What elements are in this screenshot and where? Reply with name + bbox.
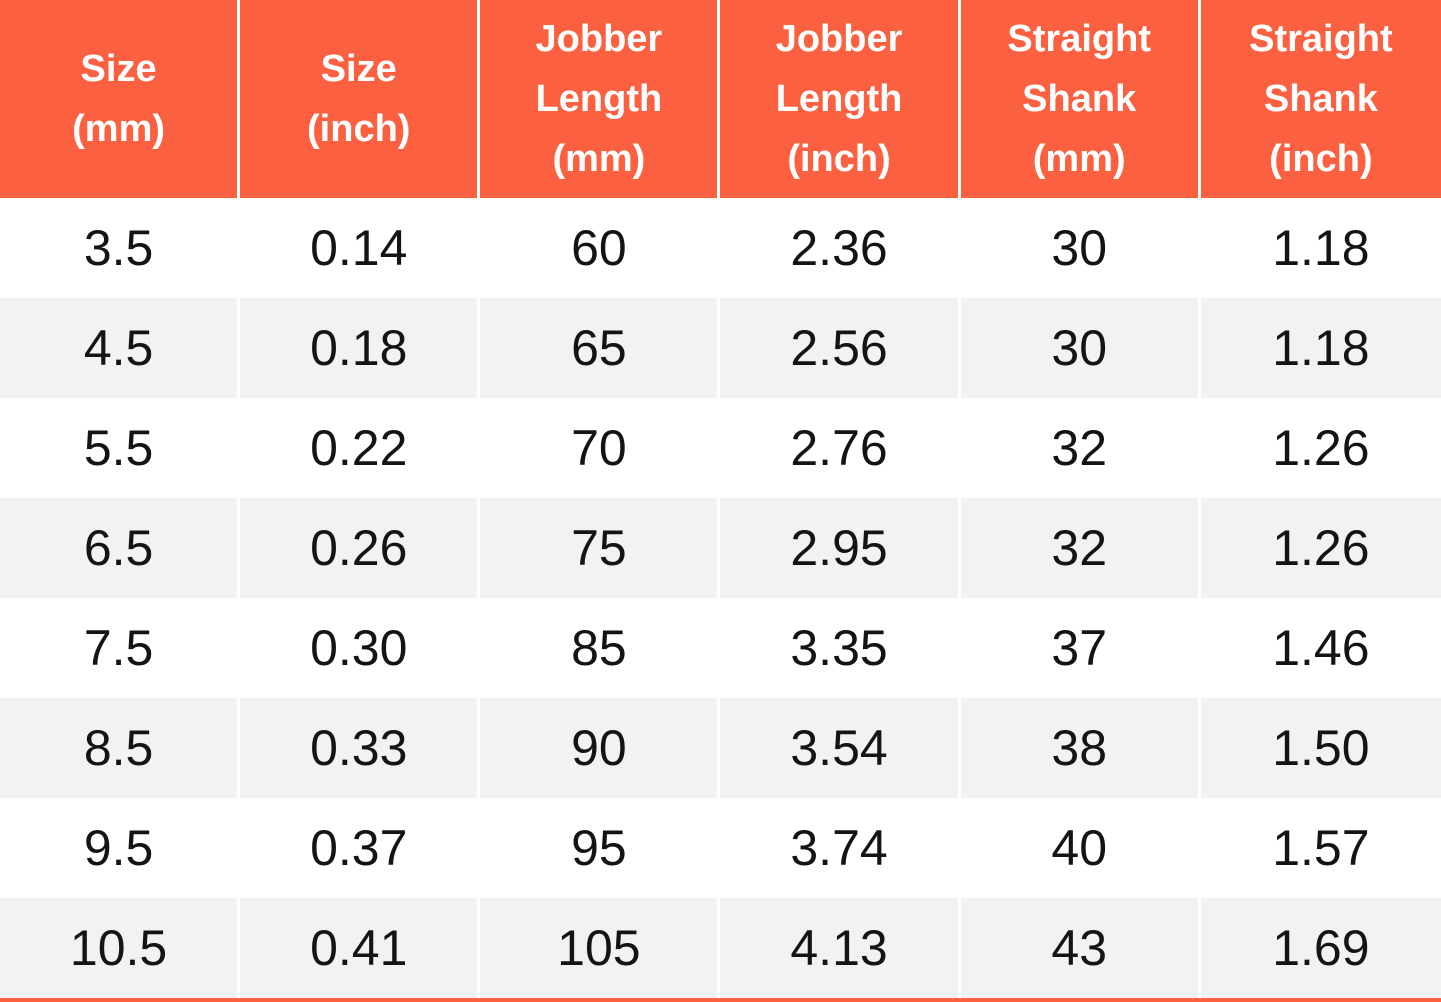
- table-row: 10.5 0.41 105 4.13 43 1.69: [0, 898, 1441, 998]
- table-cell: 3.74: [720, 798, 961, 898]
- table-cell: 60: [480, 198, 721, 298]
- column-header-jobber-length-mm: Jobber Length (mm): [480, 0, 721, 198]
- table-cell: 75: [480, 498, 721, 598]
- table-cell: 2.36: [720, 198, 961, 298]
- table-cell: 65: [480, 298, 721, 398]
- table-cell: 7.5: [0, 598, 241, 698]
- table-header-row: Size (mm) Size (inch) Jobber Length (mm)…: [0, 0, 1441, 198]
- table-row: 5.5 0.22 70 2.76 32 1.26: [0, 398, 1441, 498]
- table-cell: 1.18: [1200, 198, 1441, 298]
- table-cell: 5.5: [0, 398, 241, 498]
- table-cell: 32: [960, 498, 1201, 598]
- table-cell: 4.13: [720, 898, 961, 998]
- table-cell: 85: [480, 598, 721, 698]
- column-header-size-mm: Size (mm): [0, 0, 241, 198]
- table-cell: 0.33: [240, 698, 481, 798]
- table-cell: 105: [480, 898, 721, 998]
- table-cell: 0.22: [240, 398, 481, 498]
- column-header-straight-shank-mm: Straight Shank (mm): [960, 0, 1201, 198]
- column-header-jobber-length-inch: Jobber Length (inch): [720, 0, 961, 198]
- table-cell: 0.18: [240, 298, 481, 398]
- table-cell: 8.5: [0, 698, 241, 798]
- table-cell: 1.46: [1200, 598, 1441, 698]
- table-cell: 1.69: [1200, 898, 1441, 998]
- table-row: 6.5 0.26 75 2.95 32 1.26: [0, 498, 1441, 598]
- column-header-size-inch: Size (inch): [240, 0, 481, 198]
- table-cell: 37: [960, 598, 1201, 698]
- table-cell: 1.26: [1200, 498, 1441, 598]
- table-bottom-border: [0, 998, 1441, 1002]
- table-cell: 1.18: [1200, 298, 1441, 398]
- table-cell: 1.57: [1200, 798, 1441, 898]
- table-cell: 38: [960, 698, 1201, 798]
- table-cell: 0.41: [240, 898, 481, 998]
- table-cell: 1.26: [1200, 398, 1441, 498]
- table-row: 9.5 0.37 95 3.74 40 1.57: [0, 798, 1441, 898]
- table-cell: 0.37: [240, 798, 481, 898]
- table-cell: 9.5: [0, 798, 241, 898]
- table-cell: 0.26: [240, 498, 481, 598]
- table-cell: 3.35: [720, 598, 961, 698]
- table-cell: 0.14: [240, 198, 481, 298]
- table-cell: 6.5: [0, 498, 241, 598]
- table-cell: 2.76: [720, 398, 961, 498]
- table-cell: 40: [960, 798, 1201, 898]
- table-cell: 30: [960, 198, 1201, 298]
- table-cell: 2.95: [720, 498, 961, 598]
- table-cell: 32: [960, 398, 1201, 498]
- table-cell: 1.50: [1200, 698, 1441, 798]
- table-cell: 95: [480, 798, 721, 898]
- table-cell: 10.5: [0, 898, 241, 998]
- table-cell: 3.54: [720, 698, 961, 798]
- table-row: 8.5 0.33 90 3.54 38 1.50: [0, 698, 1441, 798]
- table-cell: 90: [480, 698, 721, 798]
- table-cell: 70: [480, 398, 721, 498]
- table-row: 4.5 0.18 65 2.56 30 1.18: [0, 298, 1441, 398]
- table-cell: 0.30: [240, 598, 481, 698]
- column-header-straight-shank-inch: Straight Shank (inch): [1200, 0, 1441, 198]
- table-cell: 3.5: [0, 198, 241, 298]
- table-row: 3.5 0.14 60 2.36 30 1.18: [0, 198, 1441, 298]
- table-cell: 2.56: [720, 298, 961, 398]
- table-cell: 30: [960, 298, 1201, 398]
- table-cell: 43: [960, 898, 1201, 998]
- table-cell: 4.5: [0, 298, 241, 398]
- table-row: 7.5 0.30 85 3.35 37 1.46: [0, 598, 1441, 698]
